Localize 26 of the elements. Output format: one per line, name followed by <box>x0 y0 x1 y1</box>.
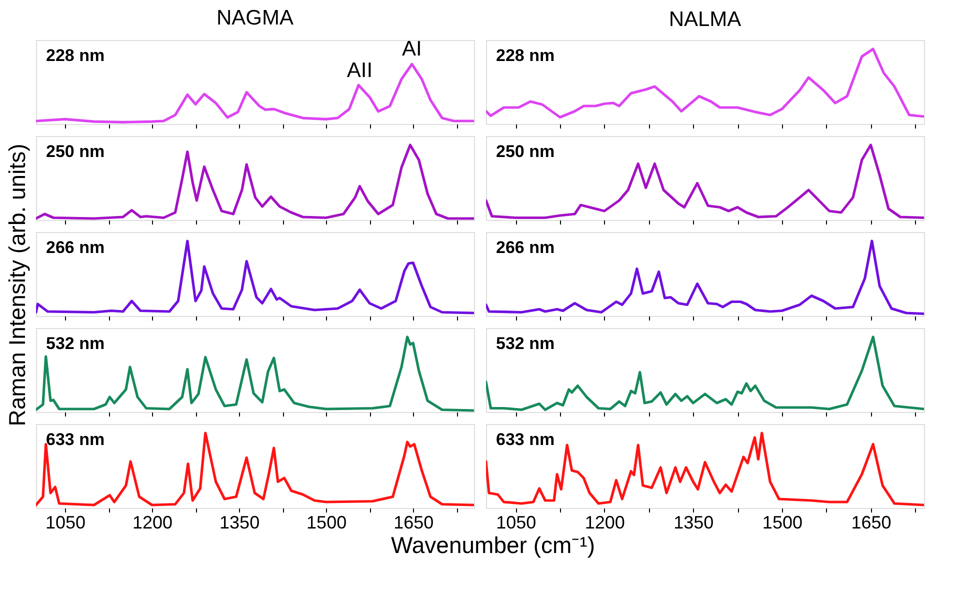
text: 266 nm <box>496 238 555 257</box>
annotation: AII <box>346 58 373 82</box>
x-tick-label: 1200 <box>584 512 625 532</box>
text: 266 nm <box>46 238 105 257</box>
text: 250 nm <box>46 142 105 161</box>
text: 250 nm <box>496 142 555 161</box>
x-tick-label: 1650 <box>851 512 892 532</box>
x-tick-label: 1500 <box>306 512 347 532</box>
x-tick-label: 1500 <box>762 512 802 532</box>
x-tick-label: 1050 <box>496 512 536 532</box>
text: 228 nm <box>46 46 105 65</box>
chart-title: NAGMA <box>216 6 294 30</box>
chart-title: NALMA <box>668 8 742 31</box>
x-tick-label: 1350 <box>220 512 260 532</box>
series-label: 633 nm <box>46 430 105 449</box>
y-axis-title: Raman Intensity (arb. units) <box>4 144 30 426</box>
text: 228 nm <box>496 46 555 65</box>
x-tick-label: 1350 <box>674 512 714 532</box>
series-label: 532 nm <box>46 334 105 353</box>
series-label: 633 nm <box>496 430 555 449</box>
series-label: 532 nm <box>496 334 555 353</box>
x-axis-title: Wavenumber (cm⁻¹) <box>391 532 595 558</box>
x-tick-label: 1050 <box>45 512 86 532</box>
x-tick-label: 1200 <box>132 512 173 532</box>
annotation: AI <box>402 37 422 60</box>
x-tick-label: 1650 <box>394 512 434 532</box>
